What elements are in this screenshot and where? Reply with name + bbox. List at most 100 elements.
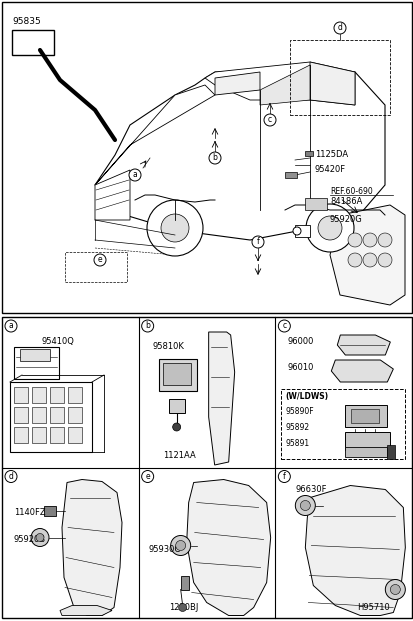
Circle shape	[94, 254, 106, 266]
Circle shape	[299, 501, 310, 510]
Text: c: c	[282, 322, 286, 330]
Bar	[14, 407, 28, 423]
Circle shape	[377, 253, 391, 267]
Circle shape	[252, 236, 263, 248]
Circle shape	[209, 152, 221, 164]
Text: 95920G: 95920G	[329, 215, 362, 225]
Text: f: f	[282, 472, 285, 481]
Polygon shape	[208, 332, 234, 465]
Polygon shape	[95, 170, 130, 220]
Text: 1140FZ: 1140FZ	[14, 508, 45, 517]
Text: 95890F: 95890F	[285, 407, 313, 417]
Bar	[168, 399, 184, 413]
Bar	[32, 427, 46, 443]
Circle shape	[172, 423, 180, 431]
Polygon shape	[95, 72, 384, 240]
Polygon shape	[60, 605, 112, 615]
Text: d: d	[337, 24, 342, 32]
Text: 95810K: 95810K	[152, 343, 184, 351]
Polygon shape	[387, 445, 394, 459]
Circle shape	[5, 320, 17, 332]
Bar	[304, 151, 312, 156]
Text: 95410Q: 95410Q	[42, 337, 75, 347]
Bar	[344, 432, 389, 450]
Bar	[14, 427, 28, 443]
Circle shape	[305, 204, 353, 252]
Text: (W/LDWS): (W/LDWS)	[285, 392, 328, 402]
Text: 95835: 95835	[12, 17, 40, 27]
Circle shape	[333, 22, 345, 34]
Bar	[68, 427, 82, 443]
Circle shape	[292, 227, 300, 235]
Circle shape	[278, 471, 290, 483]
Polygon shape	[259, 65, 309, 105]
Circle shape	[161, 214, 189, 242]
Bar	[304, 198, 326, 210]
Circle shape	[294, 496, 315, 515]
Text: 95920B: 95920B	[14, 535, 46, 544]
Polygon shape	[95, 85, 214, 185]
Text: 96010: 96010	[287, 363, 313, 371]
Bar	[281, 389, 404, 459]
Circle shape	[129, 169, 141, 181]
Circle shape	[278, 320, 290, 332]
Polygon shape	[330, 360, 392, 382]
Text: 95930C: 95930C	[148, 545, 180, 554]
Polygon shape	[62, 479, 122, 615]
Text: 95420F: 95420F	[314, 166, 345, 175]
Text: e: e	[145, 472, 150, 481]
Circle shape	[170, 535, 190, 556]
Polygon shape	[337, 335, 389, 355]
Text: a: a	[132, 171, 137, 179]
Bar	[32, 387, 46, 403]
Bar	[351, 409, 378, 423]
Polygon shape	[329, 205, 404, 305]
Circle shape	[377, 233, 391, 247]
Bar	[294, 225, 309, 237]
Circle shape	[175, 540, 185, 550]
Circle shape	[389, 584, 399, 594]
Bar	[2, 2, 411, 313]
Circle shape	[317, 216, 341, 240]
Text: 1121AA: 1121AA	[162, 450, 195, 460]
Bar	[50, 387, 64, 403]
Circle shape	[347, 233, 361, 247]
Bar	[12, 30, 54, 55]
Bar	[65, 252, 127, 282]
Bar	[289, 40, 389, 115]
Bar	[14, 347, 59, 379]
Text: 1125DA: 1125DA	[314, 150, 347, 160]
Bar	[68, 407, 82, 423]
Bar	[344, 447, 387, 457]
Circle shape	[36, 533, 44, 542]
Circle shape	[178, 604, 186, 612]
Bar	[344, 405, 387, 427]
Bar	[162, 363, 190, 385]
Text: 95891: 95891	[285, 440, 309, 448]
Text: a: a	[9, 322, 13, 330]
Circle shape	[5, 471, 17, 483]
Text: f: f	[256, 237, 259, 247]
Circle shape	[385, 579, 404, 599]
Text: REF.60-690: REF.60-690	[329, 188, 372, 196]
Text: d: d	[9, 472, 13, 481]
Polygon shape	[214, 72, 259, 95]
Text: H95710: H95710	[356, 603, 389, 612]
Polygon shape	[204, 62, 354, 105]
Text: 96000: 96000	[287, 337, 313, 347]
Bar	[2, 317, 411, 618]
Text: b: b	[212, 153, 217, 163]
Polygon shape	[305, 486, 404, 615]
Circle shape	[263, 114, 275, 126]
Bar	[50, 407, 64, 423]
Text: 96630F: 96630F	[294, 485, 326, 494]
Polygon shape	[186, 479, 270, 615]
Text: 1220BJ: 1220BJ	[168, 603, 197, 612]
Circle shape	[362, 233, 376, 247]
Bar	[158, 359, 196, 391]
Circle shape	[347, 253, 361, 267]
Bar	[44, 505, 56, 515]
Text: b: b	[145, 322, 150, 330]
Bar	[20, 349, 50, 361]
Circle shape	[147, 200, 202, 256]
